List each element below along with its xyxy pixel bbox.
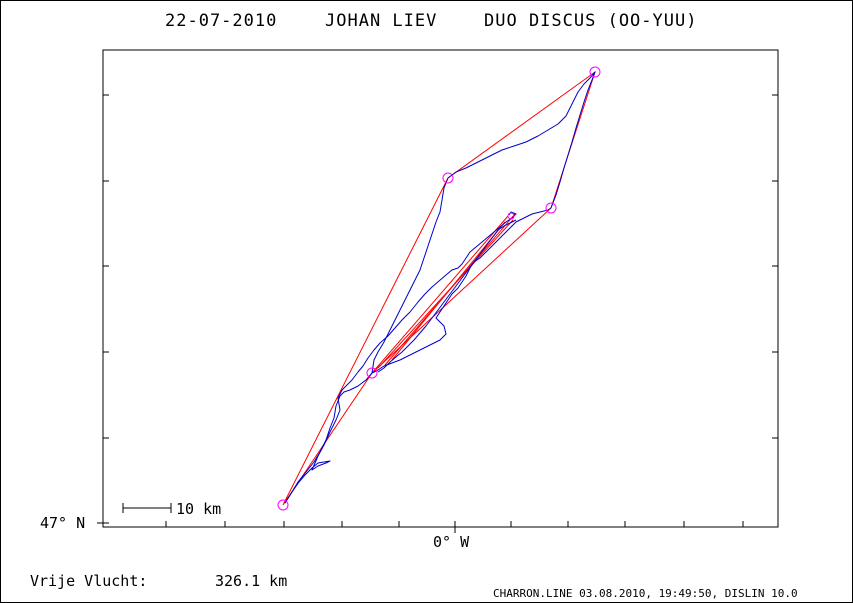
turnpoint-2 <box>589 66 601 78</box>
plot-area <box>102 49 779 528</box>
turnpoints <box>277 66 601 511</box>
flight-date: 22-07-2010 <box>165 11 277 31</box>
bottom-ticks <box>165 521 744 533</box>
glider-name: DUO DISCUS (OO-YUU) <box>484 11 697 31</box>
turnpoint-start <box>277 499 289 511</box>
scale-bar-label: 10 km <box>176 500 221 518</box>
left-ticks <box>97 94 109 524</box>
distance-label: Vrije Vlucht: <box>30 572 147 590</box>
turnpoint-3 <box>545 202 557 214</box>
right-ticks <box>772 94 778 439</box>
task-lines <box>282 70 596 506</box>
flight-track <box>284 71 596 504</box>
turnpoint-1 <box>442 172 454 184</box>
footer-credits: CHARRON.LINE 03.08.2010, 19:49:50, DISLI… <box>493 587 798 600</box>
turnpoint-5 <box>507 212 515 220</box>
latitude-label: 47° N <box>40 514 85 532</box>
longitude-label: 0° W <box>433 533 470 551</box>
scale-bar <box>122 503 172 513</box>
pilot-name: JOHAN LIEV <box>325 11 437 31</box>
turnpoint-4 <box>366 367 378 379</box>
distance-value: 326.1 km <box>215 572 287 590</box>
